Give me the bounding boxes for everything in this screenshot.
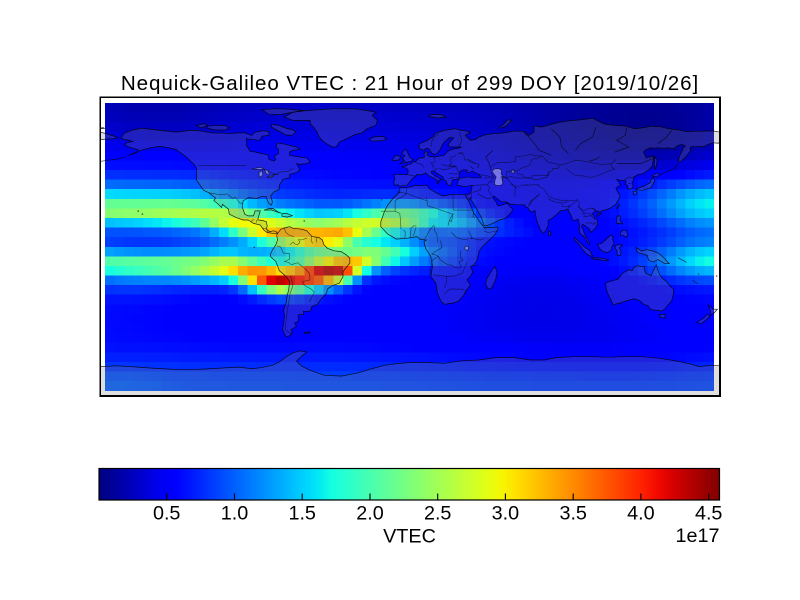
svg-text:4.0: 4.0 [627,503,655,525]
svg-text:4.5: 4.5 [695,503,723,525]
svg-text:2.0: 2.0 [356,503,384,525]
svg-text:3.5: 3.5 [559,503,587,525]
svg-text:0.5: 0.5 [153,503,181,525]
svg-text:VTEC: VTEC [383,525,436,547]
svg-text:2.5: 2.5 [424,503,452,525]
svg-text:Nequick-Galileo VTEC : 21 Hour: Nequick-Galileo VTEC : 21 Hour of 299 DO… [121,72,699,95]
svg-text:1.0: 1.0 [221,503,249,525]
svg-text:1e17: 1e17 [675,525,719,547]
svg-text:1.5: 1.5 [288,503,316,525]
svg-text:3.0: 3.0 [492,503,520,525]
